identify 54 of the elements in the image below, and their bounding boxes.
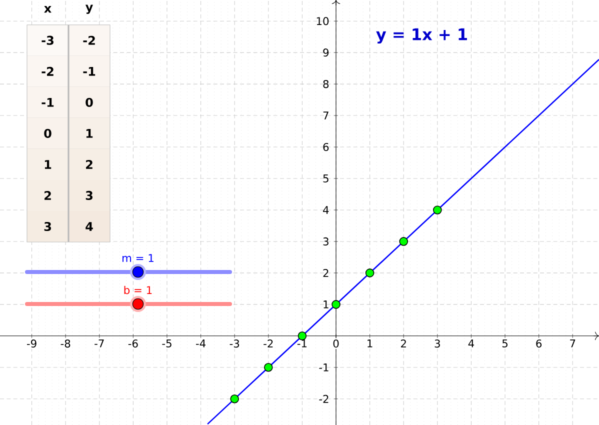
text: y = 1x + 1 bbox=[376, 28, 467, 44]
point bbox=[365, 268, 374, 278]
data-label: -1 bbox=[42, 98, 54, 107]
x-tick-label: -8 bbox=[60, 340, 70, 348]
x-tick-label: -5 bbox=[162, 340, 172, 348]
x-tick-label: 3 bbox=[434, 340, 440, 348]
data-label: -2 bbox=[83, 36, 95, 45]
y-tick-label: 5 bbox=[323, 174, 328, 182]
x-tick-label: -9 bbox=[26, 340, 36, 348]
point bbox=[332, 300, 340, 309]
data-label: 2 bbox=[44, 191, 51, 200]
x-tick-label: -4 bbox=[196, 340, 206, 348]
x-tick-label: -3 bbox=[230, 340, 240, 348]
point bbox=[230, 394, 239, 404]
x-tick-label: 6 bbox=[536, 340, 542, 348]
data-label: 1 bbox=[86, 129, 93, 138]
data-label: -2 bbox=[42, 66, 54, 76]
y-tick-label: 2 bbox=[323, 268, 328, 277]
data-label: 0 bbox=[44, 128, 52, 138]
x-tick-label: -2 bbox=[264, 340, 273, 348]
y-tick-label: 6 bbox=[323, 142, 329, 152]
data-label: -3 bbox=[42, 36, 54, 45]
x-tick-label: 7 bbox=[570, 340, 576, 348]
x-tick-label: -7 bbox=[94, 340, 104, 348]
data-label: 2 bbox=[86, 160, 92, 169]
x-tick-label: x bbox=[44, 6, 52, 13]
y-tick-label: 4 bbox=[323, 206, 329, 214]
data-label: 3 bbox=[86, 190, 92, 200]
y-tick-label: 10 bbox=[316, 17, 329, 26]
y-tick-label: 1 bbox=[324, 300, 328, 308]
x-tick-label: 1 bbox=[368, 340, 372, 348]
y-tick-label: -2 bbox=[319, 394, 328, 403]
data-label: 0 bbox=[86, 98, 93, 107]
x-tick-label: 2 bbox=[401, 340, 406, 348]
point bbox=[399, 237, 408, 246]
x-tick-label: 5 bbox=[502, 340, 508, 348]
annotation: b = 1 bbox=[124, 286, 152, 294]
y-tick-label: -1 bbox=[319, 364, 328, 372]
y-tick-label: 8 bbox=[323, 80, 329, 88]
x-tick-label: 0 bbox=[333, 340, 339, 348]
x-tick-label: y bbox=[85, 4, 93, 14]
x-tick-label: -6 bbox=[128, 340, 138, 348]
y-tick-label: 3 bbox=[323, 237, 328, 246]
y-tick-label: 9 bbox=[323, 48, 329, 57]
data-label: -1 bbox=[83, 67, 96, 76]
x-tick-label: 4 bbox=[468, 340, 474, 348]
point bbox=[264, 362, 273, 372]
data-label: 3 bbox=[44, 222, 51, 232]
y-tick-label: 7 bbox=[323, 112, 328, 120]
point bbox=[433, 206, 442, 214]
x-tick-label: -1 bbox=[297, 340, 307, 348]
annotation: m = 1 bbox=[122, 254, 154, 262]
data-label: 4 bbox=[86, 222, 93, 231]
data-label: 1 bbox=[44, 160, 52, 169]
